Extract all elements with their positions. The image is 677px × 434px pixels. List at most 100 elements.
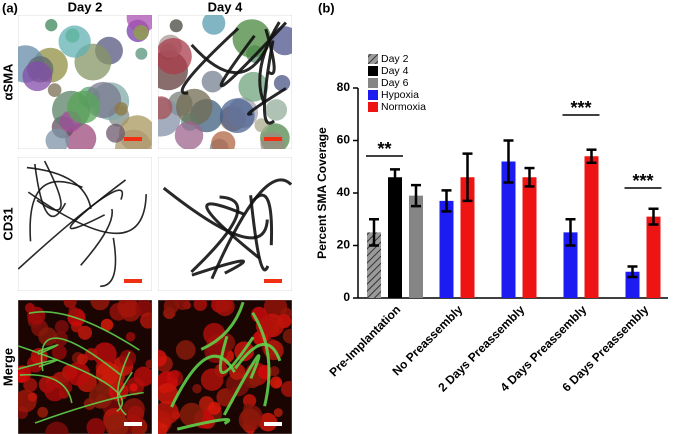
legend-label: Day 2 xyxy=(381,53,409,65)
cell-blob xyxy=(47,83,62,97)
error-bar xyxy=(648,207,659,226)
vessel xyxy=(252,193,274,246)
cell-blob xyxy=(114,102,128,116)
cell-blob xyxy=(38,327,58,346)
y-tick-label: 0 xyxy=(343,290,350,304)
scale-bar xyxy=(124,422,142,426)
vessel xyxy=(191,259,245,277)
legend-swatch xyxy=(368,66,378,76)
cell-blob xyxy=(100,318,114,332)
cell-blob xyxy=(200,368,224,391)
vessel xyxy=(205,202,261,260)
cell-blob xyxy=(179,402,204,427)
cell-blob xyxy=(175,340,196,360)
error-bar xyxy=(441,189,452,213)
vessel xyxy=(34,391,144,424)
cell-blob xyxy=(76,353,88,365)
vessel xyxy=(36,160,62,211)
y-tick-label: 80 xyxy=(337,80,351,94)
cell-blob xyxy=(37,406,49,418)
vessel xyxy=(19,373,73,404)
vessel xyxy=(200,301,245,351)
vessel xyxy=(162,186,269,240)
cell-blob xyxy=(60,381,73,394)
vessel xyxy=(249,195,270,272)
panel-b: (b)Percent SMA Coverage020406080Pre-Impl… xyxy=(315,0,668,394)
cell-blob xyxy=(127,405,145,423)
significance-label: *** xyxy=(570,98,591,118)
vessel xyxy=(100,237,117,288)
bar xyxy=(439,200,454,298)
column-label: Day 4 xyxy=(208,0,243,14)
cell-blob xyxy=(174,121,204,149)
cell-blob xyxy=(193,300,208,311)
cell-blob xyxy=(95,361,120,386)
scale-bar xyxy=(124,137,142,141)
legend-label: Hypoxia xyxy=(381,89,419,101)
vessel xyxy=(80,208,113,266)
cell-blob xyxy=(45,128,70,149)
vessel xyxy=(258,21,281,104)
vessel xyxy=(26,166,92,210)
vessel xyxy=(247,87,287,116)
row-label: αSMA xyxy=(0,63,15,100)
scale-bar xyxy=(264,137,282,141)
cell-blob xyxy=(158,349,167,367)
image-background xyxy=(158,157,292,291)
cell-blob xyxy=(158,400,179,425)
micrograph xyxy=(18,157,152,291)
cell-blob xyxy=(67,90,100,124)
vessel xyxy=(190,43,269,75)
legend-label: Day 4 xyxy=(381,65,409,77)
micrograph xyxy=(158,15,292,149)
cell-blob xyxy=(93,342,117,367)
micrograph xyxy=(18,300,152,434)
cell-blob xyxy=(145,359,152,369)
cell-blob xyxy=(95,382,108,394)
cell-blob xyxy=(105,413,129,434)
scale-bar xyxy=(264,279,282,283)
error-bar xyxy=(462,152,473,203)
bar xyxy=(646,216,661,298)
cell-blob xyxy=(163,300,180,314)
y-tick-label: 20 xyxy=(337,238,351,252)
cell-blob xyxy=(211,131,236,149)
cell-blob xyxy=(63,300,77,309)
vessel xyxy=(69,179,127,230)
cell-blob xyxy=(125,331,136,342)
error-bar xyxy=(369,218,379,247)
bar xyxy=(522,177,537,298)
y-axis-label: Percent SMA Coverage xyxy=(315,127,329,259)
legend-swatch xyxy=(368,102,378,112)
cell-blob xyxy=(158,382,178,405)
legend-swatch xyxy=(368,54,378,64)
cell-blob xyxy=(86,417,106,434)
vessel xyxy=(170,354,236,408)
cell-blob xyxy=(238,408,262,432)
cell-blob xyxy=(22,61,53,92)
cell-blob xyxy=(254,118,269,133)
vessel xyxy=(176,418,231,431)
cell-blob xyxy=(207,401,222,415)
panel-label: (a) xyxy=(2,0,18,15)
cell-blob xyxy=(129,383,138,392)
cell-blob xyxy=(215,300,235,317)
significance-label: ** xyxy=(377,139,391,159)
error-bar xyxy=(586,148,597,165)
bar xyxy=(409,195,423,298)
vessel xyxy=(222,354,261,416)
micrograph xyxy=(18,15,152,149)
micrograph xyxy=(158,157,292,291)
vessel xyxy=(218,335,255,374)
cell-blob xyxy=(45,421,69,434)
legend-label: Day 6 xyxy=(381,77,409,89)
cell-blob xyxy=(219,98,255,134)
legend-swatch xyxy=(368,78,378,88)
cell-blob xyxy=(170,370,180,379)
y-tick-label: 60 xyxy=(337,133,351,147)
vessel xyxy=(190,195,240,273)
vessel xyxy=(29,180,83,242)
vessel xyxy=(264,28,276,75)
error-bar xyxy=(627,265,638,279)
column-label: Day 2 xyxy=(68,0,103,14)
